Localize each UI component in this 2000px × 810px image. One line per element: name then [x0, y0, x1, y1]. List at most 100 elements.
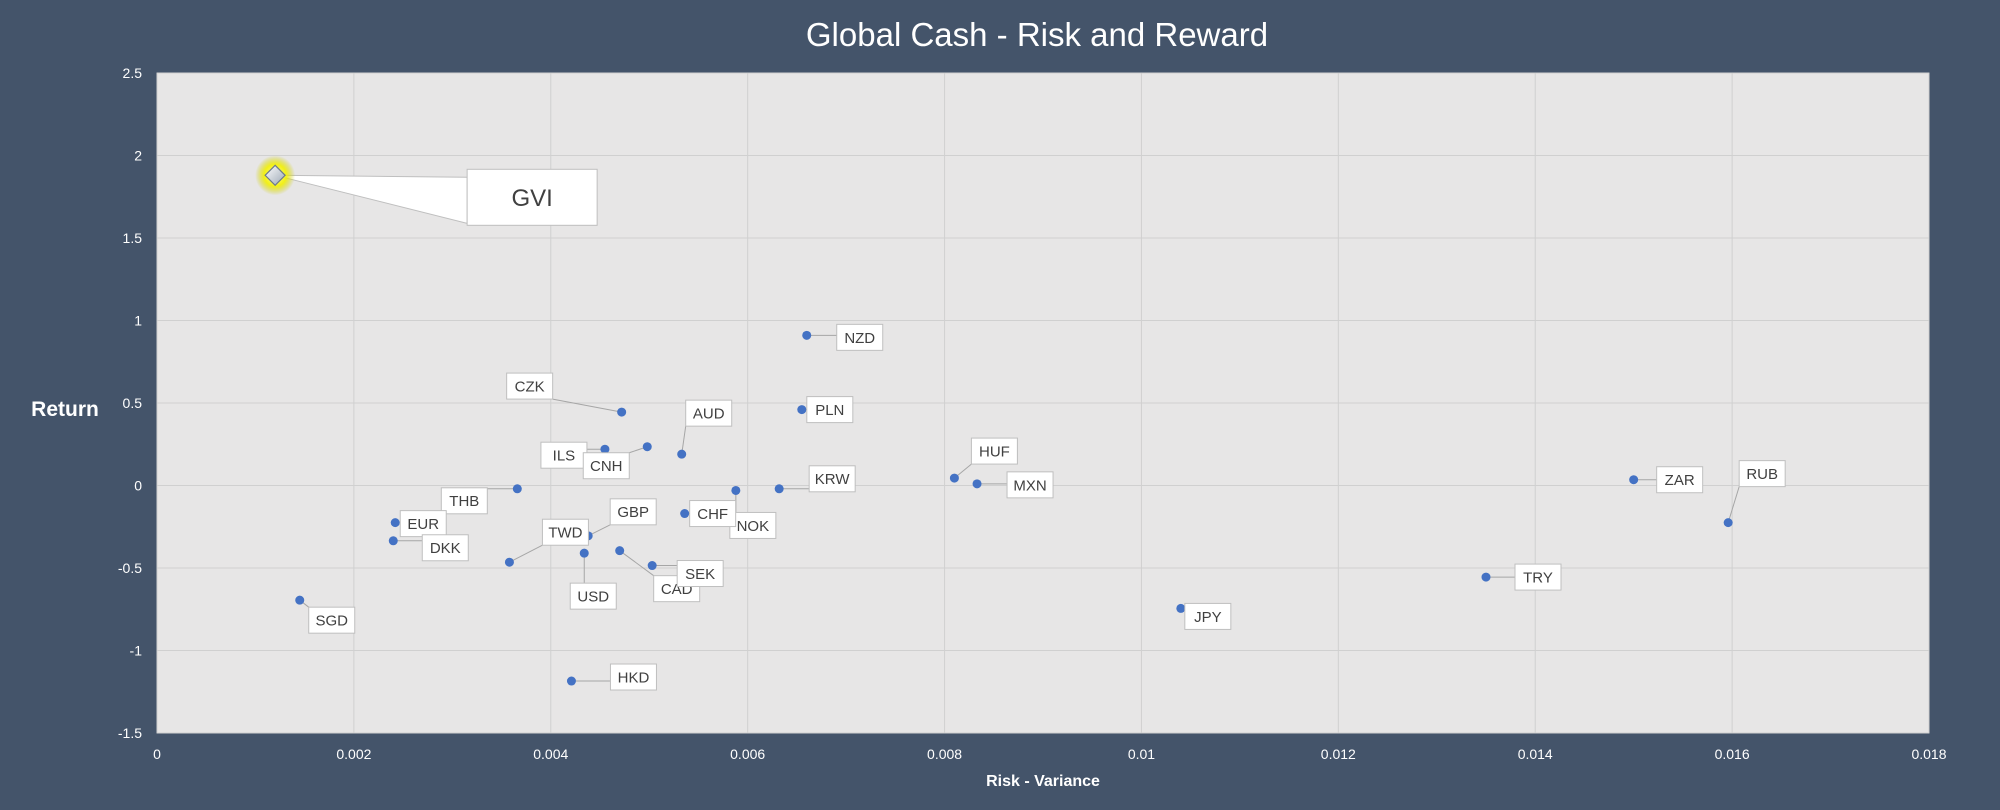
y-tick-label: -1	[130, 643, 143, 659]
data-label-box	[1656, 466, 1704, 494]
data-label-box	[729, 511, 777, 539]
data-label: TRY	[1523, 569, 1553, 586]
leader-line	[681, 426, 687, 455]
data-label: ILS	[553, 448, 576, 465]
y-tick-label: 1.5	[123, 230, 143, 246]
x-tick-label: 0.018	[1911, 746, 1946, 762]
data-label: THB	[449, 493, 479, 510]
data-label-box	[1184, 602, 1232, 630]
data-label-box	[541, 518, 589, 546]
data-label: USD	[577, 589, 609, 606]
data-label: EUR	[407, 516, 439, 533]
data-label-box	[836, 323, 884, 351]
x-tick-label: 0.004	[533, 746, 568, 762]
point-mxn	[972, 479, 982, 489]
leader-line	[1727, 486, 1740, 523]
y-tick-label: 1	[134, 313, 142, 329]
y-tick-label: 2	[134, 148, 142, 164]
point-cnh	[642, 442, 652, 452]
data-label-box	[421, 534, 469, 562]
data-label-box	[466, 168, 598, 226]
leader-line	[619, 550, 654, 577]
point-nzd	[802, 330, 812, 340]
data-label: SGD	[315, 613, 348, 630]
point-rub	[1723, 518, 1733, 528]
point-krw	[774, 484, 784, 494]
point-chf	[680, 509, 690, 519]
point-aud	[677, 449, 687, 459]
x-axis-ticks: 0 0.002 0.004 0.006 0.008 0.01 0.012 0.014 0.016…	[153, 746, 1947, 762]
data-label-box	[685, 399, 733, 427]
point-sek	[647, 561, 657, 571]
data-label-box	[689, 500, 737, 528]
data-label-box	[808, 465, 856, 493]
x-tick-label: 0	[153, 746, 161, 762]
data-label: CNH	[590, 458, 623, 475]
data-label: KRW	[815, 471, 851, 488]
data-label: GBP	[617, 504, 649, 521]
point-pln	[797, 405, 807, 415]
y-tick-label: -0.5	[118, 560, 142, 576]
point-hkd	[566, 676, 576, 686]
point-zar	[1629, 475, 1639, 485]
data-label-box	[1514, 563, 1562, 591]
data-label: HUF	[979, 443, 1010, 460]
data-label: MXN	[1013, 477, 1046, 494]
y-tick-label: -1.5	[118, 725, 142, 741]
data-label: RUB	[1746, 466, 1778, 483]
data-label-box	[676, 560, 724, 588]
data-label: CZK	[515, 378, 545, 395]
point-huf	[949, 473, 959, 483]
point-sgd	[295, 595, 305, 605]
data-label-box	[1006, 471, 1054, 499]
data-label: NZD	[844, 330, 875, 347]
data-label-box	[1738, 460, 1786, 488]
data-label-box	[506, 372, 554, 400]
data-label: ZAR	[1665, 472, 1695, 489]
data-label-box	[440, 487, 488, 515]
data-label: SEK	[685, 566, 715, 583]
data-label: DKK	[430, 540, 461, 557]
x-tick-label: 0.006	[730, 746, 765, 762]
data-label-box	[582, 452, 630, 480]
data-label-box	[970, 437, 1018, 465]
data-label: PLN	[815, 402, 844, 419]
x-tick-label: 0.008	[927, 746, 962, 762]
x-tick-label: 0.002	[336, 746, 371, 762]
chart-title: Global Cash - Risk and Reward	[806, 16, 1268, 53]
point-twd	[504, 557, 514, 567]
y-tick-label: 2.5	[123, 65, 143, 81]
x-axis-label: Risk - Variance	[986, 773, 1100, 790]
point-cad	[615, 546, 625, 556]
point-try	[1481, 572, 1491, 582]
point-dkk	[388, 536, 398, 546]
point-eur	[390, 518, 400, 528]
label-leader-lines	[275, 174, 1740, 682]
x-tick-label: 0.014	[1518, 746, 1553, 762]
x-tick-label: 0.01	[1128, 746, 1155, 762]
data-label: HKD	[618, 669, 650, 686]
leader-line	[552, 398, 622, 413]
leader-line	[509, 544, 543, 563]
data-label: GVI	[511, 185, 552, 212]
data-label-box	[609, 663, 657, 691]
data-label-box	[569, 582, 617, 610]
data-label: AUD	[693, 406, 725, 423]
data-label-box	[308, 606, 356, 634]
y-axis-ticks: 2.5 2 1.5 1 0.5 0 -0.5 -1 -1.5	[118, 65, 142, 741]
point-thb	[512, 484, 522, 494]
data-points	[255, 155, 1733, 686]
y-tick-label: 0.5	[123, 395, 143, 411]
y-tick-label: 0	[134, 478, 142, 494]
point-jpy	[1176, 603, 1186, 613]
data-label: NOK	[737, 518, 770, 535]
data-label: CHF	[697, 506, 728, 523]
data-label: TWD	[548, 525, 582, 542]
point-gvi	[264, 164, 286, 187]
y-axis-label: Return	[31, 398, 99, 421]
data-label: JPY	[1194, 609, 1222, 626]
point-czk	[617, 407, 627, 417]
data-label-box	[806, 396, 854, 424]
